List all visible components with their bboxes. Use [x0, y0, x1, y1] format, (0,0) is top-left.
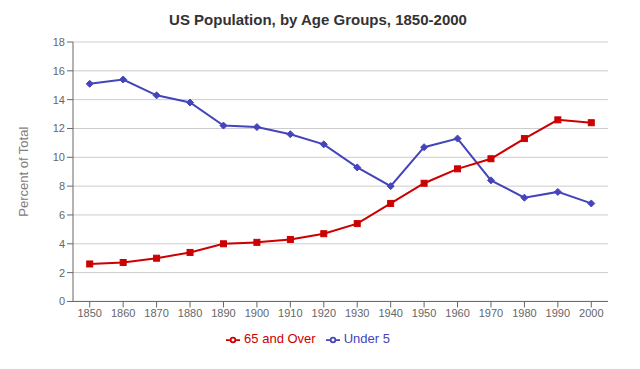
svg-text:10: 10 — [53, 151, 65, 163]
svg-text:1850: 1850 — [77, 307, 101, 319]
svg-text:1870: 1870 — [144, 307, 168, 319]
svg-text:1940: 1940 — [378, 307, 402, 319]
svg-text:2000: 2000 — [579, 307, 603, 319]
svg-text:14: 14 — [53, 94, 65, 106]
svg-text:8: 8 — [59, 180, 65, 192]
svg-text:12: 12 — [53, 122, 65, 134]
svg-text:1930: 1930 — [345, 307, 369, 319]
svg-text:1910: 1910 — [278, 307, 302, 319]
svg-text:1900: 1900 — [245, 307, 269, 319]
svg-text:1990: 1990 — [546, 307, 570, 319]
svg-text:1960: 1960 — [445, 307, 469, 319]
svg-text:4: 4 — [59, 238, 65, 250]
svg-text:6: 6 — [59, 209, 65, 221]
svg-text:1880: 1880 — [178, 307, 202, 319]
html-text:65 and Over: 65 and Over — [244, 331, 316, 347]
html-text:US Population, by Age Groups,: US Population, by Age Groups, 1850-2000 — [169, 11, 467, 28]
svg-text:1890: 1890 — [211, 307, 235, 319]
html-text:Under 5: Under 5 — [343, 331, 390, 347]
svg-text:1970: 1970 — [479, 307, 503, 319]
svg-text:Percent of Total: Percent of Total — [16, 127, 31, 217]
svg-text:1980: 1980 — [512, 307, 536, 319]
svg-text:16: 16 — [53, 65, 65, 77]
svg-text:2: 2 — [59, 267, 65, 279]
svg-text:1860: 1860 — [111, 307, 135, 319]
svg-text:18: 18 — [53, 36, 65, 48]
svg-text:0: 0 — [59, 295, 65, 307]
svg-text:1920: 1920 — [312, 307, 336, 319]
svg-text:1950: 1950 — [412, 307, 436, 319]
